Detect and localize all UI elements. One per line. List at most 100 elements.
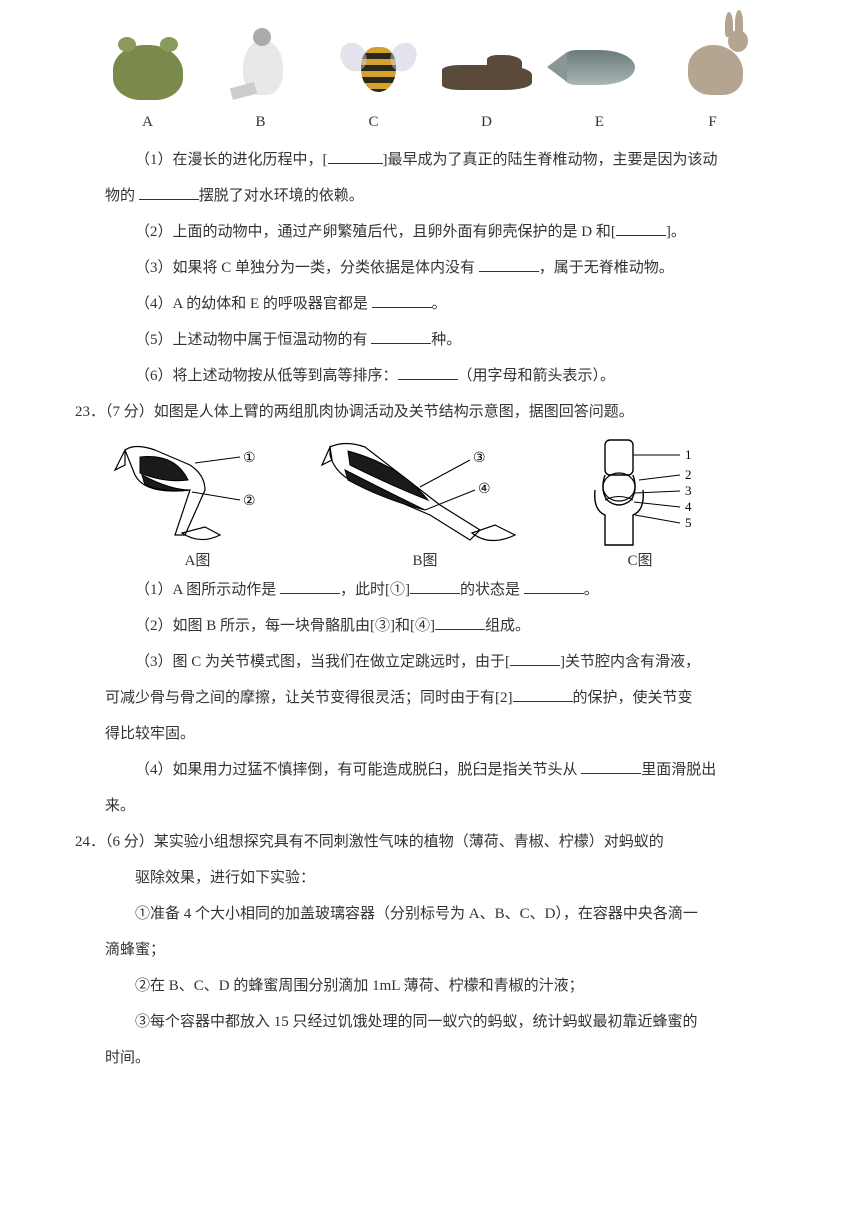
q23-item-1: （1）A 图所示动作是 ，此时[①] 的状态是 。 [105, 572, 785, 608]
q22-item-4: （4）A 的幼体和 E 的呼吸器官都是 。 [105, 286, 785, 322]
text-fragment: 可减少骨与骨之间的摩擦，让关节变得很灵活；同时由于有[2] [105, 690, 513, 706]
text-fragment: ]关节腔内含有滑液， [560, 654, 700, 670]
text-fragment: （6）将上述动物按从低等到高等排序： [135, 368, 398, 384]
text-fragment: 的状态是 [460, 582, 524, 598]
animal-c: C [331, 25, 416, 140]
fill-blank[interactable] [372, 293, 432, 308]
q23-item-2: （2）如图 B 所示，每一块骨骼肌由[③]和[④] 组成。 [105, 608, 785, 644]
animal-image-row: A B C D E F [75, 30, 785, 140]
animal-e: E [557, 25, 642, 140]
diagram-label-a: A图 [185, 552, 211, 570]
animal-d: D [444, 25, 529, 140]
q24-step-2: ②在 B、C、D 的蜂蜜周围分别滴加 1mL 薄荷、柠檬和青椒的汁液； [105, 968, 785, 1004]
diagram-c: 1 2 3 4 5 C图 [565, 435, 715, 570]
q23-item-4-cont: 来。 [105, 788, 785, 824]
fill-blank[interactable] [371, 329, 431, 344]
animal-f: F [670, 25, 755, 140]
text-fragment: （用字母和箭头表示）。 [458, 368, 616, 384]
q23-item-4: （4）如果用力过猛不慎摔倒，有可能造成脱臼，脱臼是指关节头从 里面滑脱出 [105, 752, 785, 788]
svg-text:5: 5 [685, 515, 692, 530]
svg-text:③: ③ [473, 451, 486, 466]
frog-icon [105, 25, 190, 100]
animal-label-c: C [368, 104, 378, 140]
text-fragment: 物的 [105, 188, 139, 204]
q22-item-2: （2）上面的动物中，通过产卵繁殖后代，且卵外面有卵壳保护的是 D 和[ ]。 [105, 214, 785, 250]
fill-blank[interactable] [280, 579, 340, 594]
fill-blank[interactable] [524, 579, 584, 594]
svg-text:①: ① [243, 451, 256, 466]
fill-blank[interactable] [616, 221, 666, 236]
svg-text:1: 1 [685, 447, 692, 462]
q23-item-3: （3）图 C 为关节模式图，当我们在做立定跳远时，由于[ ]关节腔内含有滑液， [105, 644, 785, 680]
diagram-label-c: C图 [627, 552, 652, 570]
svg-text:2: 2 [685, 467, 692, 482]
q24-heading: 24．（6 分）某实验小组想探究具有不同刺激性气味的植物（薄荷、青椒、柠檬）对蚂… [75, 824, 785, 860]
text-fragment: ，此时[①] [340, 582, 410, 598]
fill-blank[interactable] [139, 185, 199, 200]
text-fragment: （1）在漫长的进化历程中，[ [135, 152, 328, 168]
animal-label-a: A [142, 104, 153, 140]
fill-blank[interactable] [410, 579, 460, 594]
animal-label-b: B [255, 104, 265, 140]
text-fragment: 的保护，使关节变 [573, 690, 693, 706]
text-fragment: 摆脱了对水环境的依赖。 [199, 188, 364, 204]
text-fragment: ]最早成为了真正的陆生脊椎动物，主要是因为该动 [383, 152, 718, 168]
joint-structure-icon: 1 2 3 4 5 [565, 435, 715, 550]
svg-text:3: 3 [685, 483, 692, 498]
text-fragment: （2）上面的动物中，通过产卵繁殖后代，且卵外面有卵壳保护的是 D 和[ [135, 224, 616, 240]
text-fragment: （3）图 C 为关节模式图，当我们在做立定跳远时，由于[ [135, 654, 510, 670]
animal-label-f: F [708, 104, 716, 140]
arm-flex-icon: ① ② [110, 435, 285, 550]
q22-item-1: （1）在漫长的进化历程中，[ ]最早成为了真正的陆生脊椎动物，主要是因为该动 [105, 142, 785, 178]
pigeon-icon [218, 25, 303, 100]
bee-icon [331, 25, 416, 100]
crocodile-icon [444, 25, 529, 100]
text-fragment: ]。 [666, 224, 686, 240]
q24-step-1-cont: 滴蜂蜜； [105, 932, 785, 968]
fish-icon [557, 25, 642, 100]
fill-blank[interactable] [328, 149, 383, 164]
text-fragment: 组成。 [485, 618, 530, 634]
q22-item-6: （6）将上述动物按从低等到高等排序： （用字母和箭头表示）。 [105, 358, 785, 394]
q22-item-5: （5）上述动物中属于恒温动物的有 种。 [105, 322, 785, 358]
text-fragment: （4）如果用力过猛不慎摔倒，有可能造成脱臼，脱臼是指关节头从 [135, 762, 581, 778]
text-fragment: （3）如果将 C 单独分为一类，分类依据是体内没有 [135, 260, 479, 276]
fill-blank[interactable] [513, 687, 573, 702]
q23-heading: 23．（7 分）如图是人体上臂的两组肌肉协调活动及关节结构示意图，据图回答问题。 [75, 394, 785, 430]
text-fragment: 。 [584, 582, 599, 598]
text-fragment: ，属于无脊椎动物。 [539, 260, 674, 276]
text-fragment: 种。 [431, 332, 461, 348]
fill-blank[interactable] [510, 651, 560, 666]
q24-step-3: ③每个容器中都放入 15 只经过饥饿处理的同一蚁穴的蚂蚁，统计蚂蚁最初靠近蜂蜜的 [105, 1004, 785, 1040]
arm-extend-icon: ③ ④ [320, 435, 530, 550]
text-fragment: 里面滑脱出 [641, 762, 716, 778]
animal-a: A [105, 25, 190, 140]
rabbit-icon [670, 25, 755, 100]
text-fragment: （5）上述动物中属于恒温动物的有 [135, 332, 371, 348]
fill-blank[interactable] [581, 759, 641, 774]
q23-diagrams: ① ② A图 ③ ④ B图 1 2 3 [110, 435, 785, 570]
text-fragment: 。 [432, 296, 447, 312]
animal-label-d: D [481, 104, 492, 140]
text-fragment: （1）A 图所示动作是 [135, 582, 280, 598]
diagram-b: ③ ④ B图 [320, 435, 530, 570]
svg-text:4: 4 [685, 499, 692, 514]
q24-heading-cont: 驱除效果，进行如下实验： [105, 860, 785, 896]
text-fragment: （2）如图 B 所示，每一块骨骼肌由[③]和[④] [135, 618, 435, 634]
q24-step-3-cont: 时间。 [105, 1040, 785, 1076]
fill-blank[interactable] [398, 365, 458, 380]
animal-b: B [218, 25, 303, 140]
fill-blank[interactable] [435, 615, 485, 630]
q23-item-3-cont: 可减少骨与骨之间的摩擦，让关节变得很灵活；同时由于有[2] 的保护，使关节变 [105, 680, 785, 716]
diagram-label-b: B图 [412, 552, 437, 570]
svg-text:②: ② [243, 494, 256, 509]
animal-label-e: E [595, 104, 604, 140]
text-fragment: （4）A 的幼体和 E 的呼吸器官都是 [135, 296, 372, 312]
q24-step-1: ①准备 4 个大小相同的加盖玻璃容器（分别标号为 A、B、C、D），在容器中央各… [105, 896, 785, 932]
diagram-a: ① ② A图 [110, 435, 285, 570]
q22-item-1-cont: 物的 摆脱了对水环境的依赖。 [105, 178, 785, 214]
svg-text:④: ④ [478, 482, 491, 497]
q22-item-3: （3）如果将 C 单独分为一类，分类依据是体内没有 ，属于无脊椎动物。 [105, 250, 785, 286]
q23-item-3-cont2: 得比较牢固。 [105, 716, 785, 752]
fill-blank[interactable] [479, 257, 539, 272]
